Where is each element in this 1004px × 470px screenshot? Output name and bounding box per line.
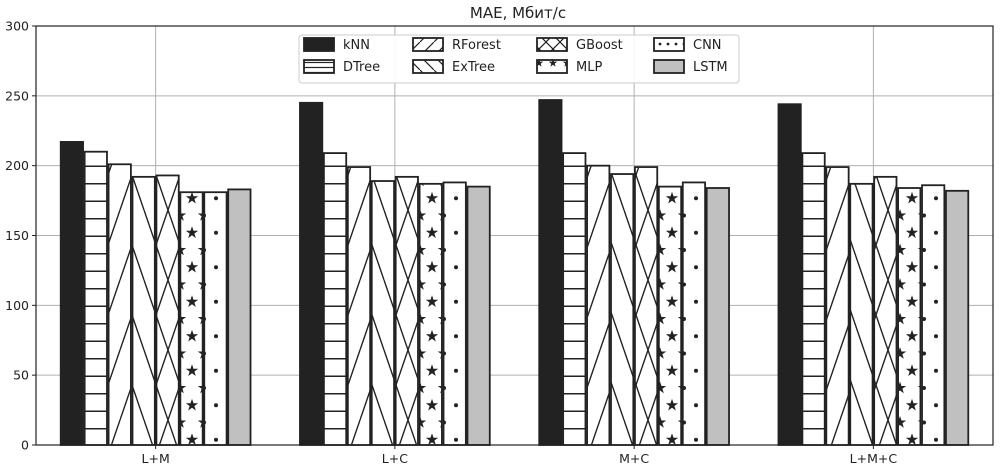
- bar-mlp: [179, 191, 204, 446]
- bar-mlp: [418, 182, 443, 446]
- y-tick-label: 200: [5, 158, 29, 173]
- legend-swatch-extree: [412, 59, 444, 74]
- series-extree: [131, 173, 874, 446]
- series-dtree: [83, 150, 826, 446]
- series-mlp: [179, 182, 922, 446]
- bar-knn: [299, 101, 324, 446]
- bar-cnn: [442, 181, 467, 446]
- bar-mlp: [897, 187, 922, 446]
- x-tick-label: M+C: [619, 451, 649, 466]
- bar-cnn: [921, 184, 946, 446]
- legend-swatch-gboost: [536, 37, 568, 52]
- y-tick-label: 250: [5, 88, 29, 103]
- bar-extree: [370, 180, 395, 446]
- legend-label-gboost: GBoost: [576, 38, 623, 53]
- legend-swatch-rforest: [412, 37, 444, 52]
- legend-label-cnn: CNN: [693, 38, 722, 53]
- legend-swatch-dtree: [303, 59, 335, 74]
- x-tick-label: L+C: [382, 451, 408, 466]
- legend-label-extree: ExTree: [452, 60, 495, 75]
- bar-lstm: [945, 189, 970, 446]
- x-tick-label: L+M+C: [850, 451, 898, 466]
- y-tick-label: 150: [5, 228, 29, 243]
- y-tick-label: 0: [21, 438, 29, 453]
- legend-swatch-lstm: [653, 59, 685, 74]
- bar-extree: [610, 173, 635, 446]
- bar-mlp: [657, 185, 683, 446]
- bar-cnn: [203, 191, 228, 446]
- bar-dtree: [83, 150, 108, 446]
- bar-extree: [131, 175, 156, 446]
- legend-label-mlp: MLP: [576, 60, 602, 75]
- bar-gboost: [394, 175, 419, 446]
- legend-swatch-knn: [303, 37, 335, 52]
- legend-label-knn: kNN: [343, 38, 370, 53]
- bar-knn: [777, 103, 802, 446]
- bar-rforest: [107, 163, 132, 446]
- legend-swatch-cnn: [653, 37, 685, 52]
- bar-rforest: [586, 164, 611, 446]
- bar-dtree: [322, 152, 348, 446]
- bar-lstm: [466, 185, 491, 446]
- bar-rforest: [825, 166, 850, 446]
- legend-label-lstm: LSTM: [693, 60, 728, 75]
- bar-gboost: [873, 175, 898, 446]
- bar-gboost: [634, 166, 659, 446]
- y-tick-label: 100: [5, 298, 29, 313]
- y-tick-label: 50: [13, 368, 29, 383]
- bars: [59, 99, 970, 446]
- legend-label-rforest: RForest: [452, 38, 501, 53]
- bar-dtree: [801, 152, 826, 446]
- bar-knn: [59, 141, 84, 446]
- bar-dtree: [562, 152, 587, 446]
- bar-lstm: [227, 188, 252, 446]
- bar-rforest: [346, 166, 372, 446]
- bar-lstm: [705, 187, 730, 446]
- legend: kNN DTree RForest ExTree GBoost MLP CNN LSTM: [298, 34, 740, 84]
- y-tick-label: 300: [5, 19, 29, 34]
- bar-extree: [849, 182, 874, 446]
- chart-title: MAE, Мбит/с: [470, 4, 566, 22]
- bar-knn: [538, 99, 563, 446]
- legend-swatch-mlp: [536, 59, 568, 74]
- legend-box: [298, 34, 740, 84]
- x-tick-label: L+M: [142, 451, 170, 466]
- series-lstm: [227, 185, 970, 446]
- axis-tick-labels: 0 50 100 150 200 250 300 L+M L+C M+C L+M+C: [5, 19, 897, 467]
- series-gboost: [155, 166, 898, 446]
- bar-gboost: [155, 174, 180, 446]
- legend-label-dtree: DTree: [343, 60, 380, 75]
- bar-cnn: [681, 181, 707, 446]
